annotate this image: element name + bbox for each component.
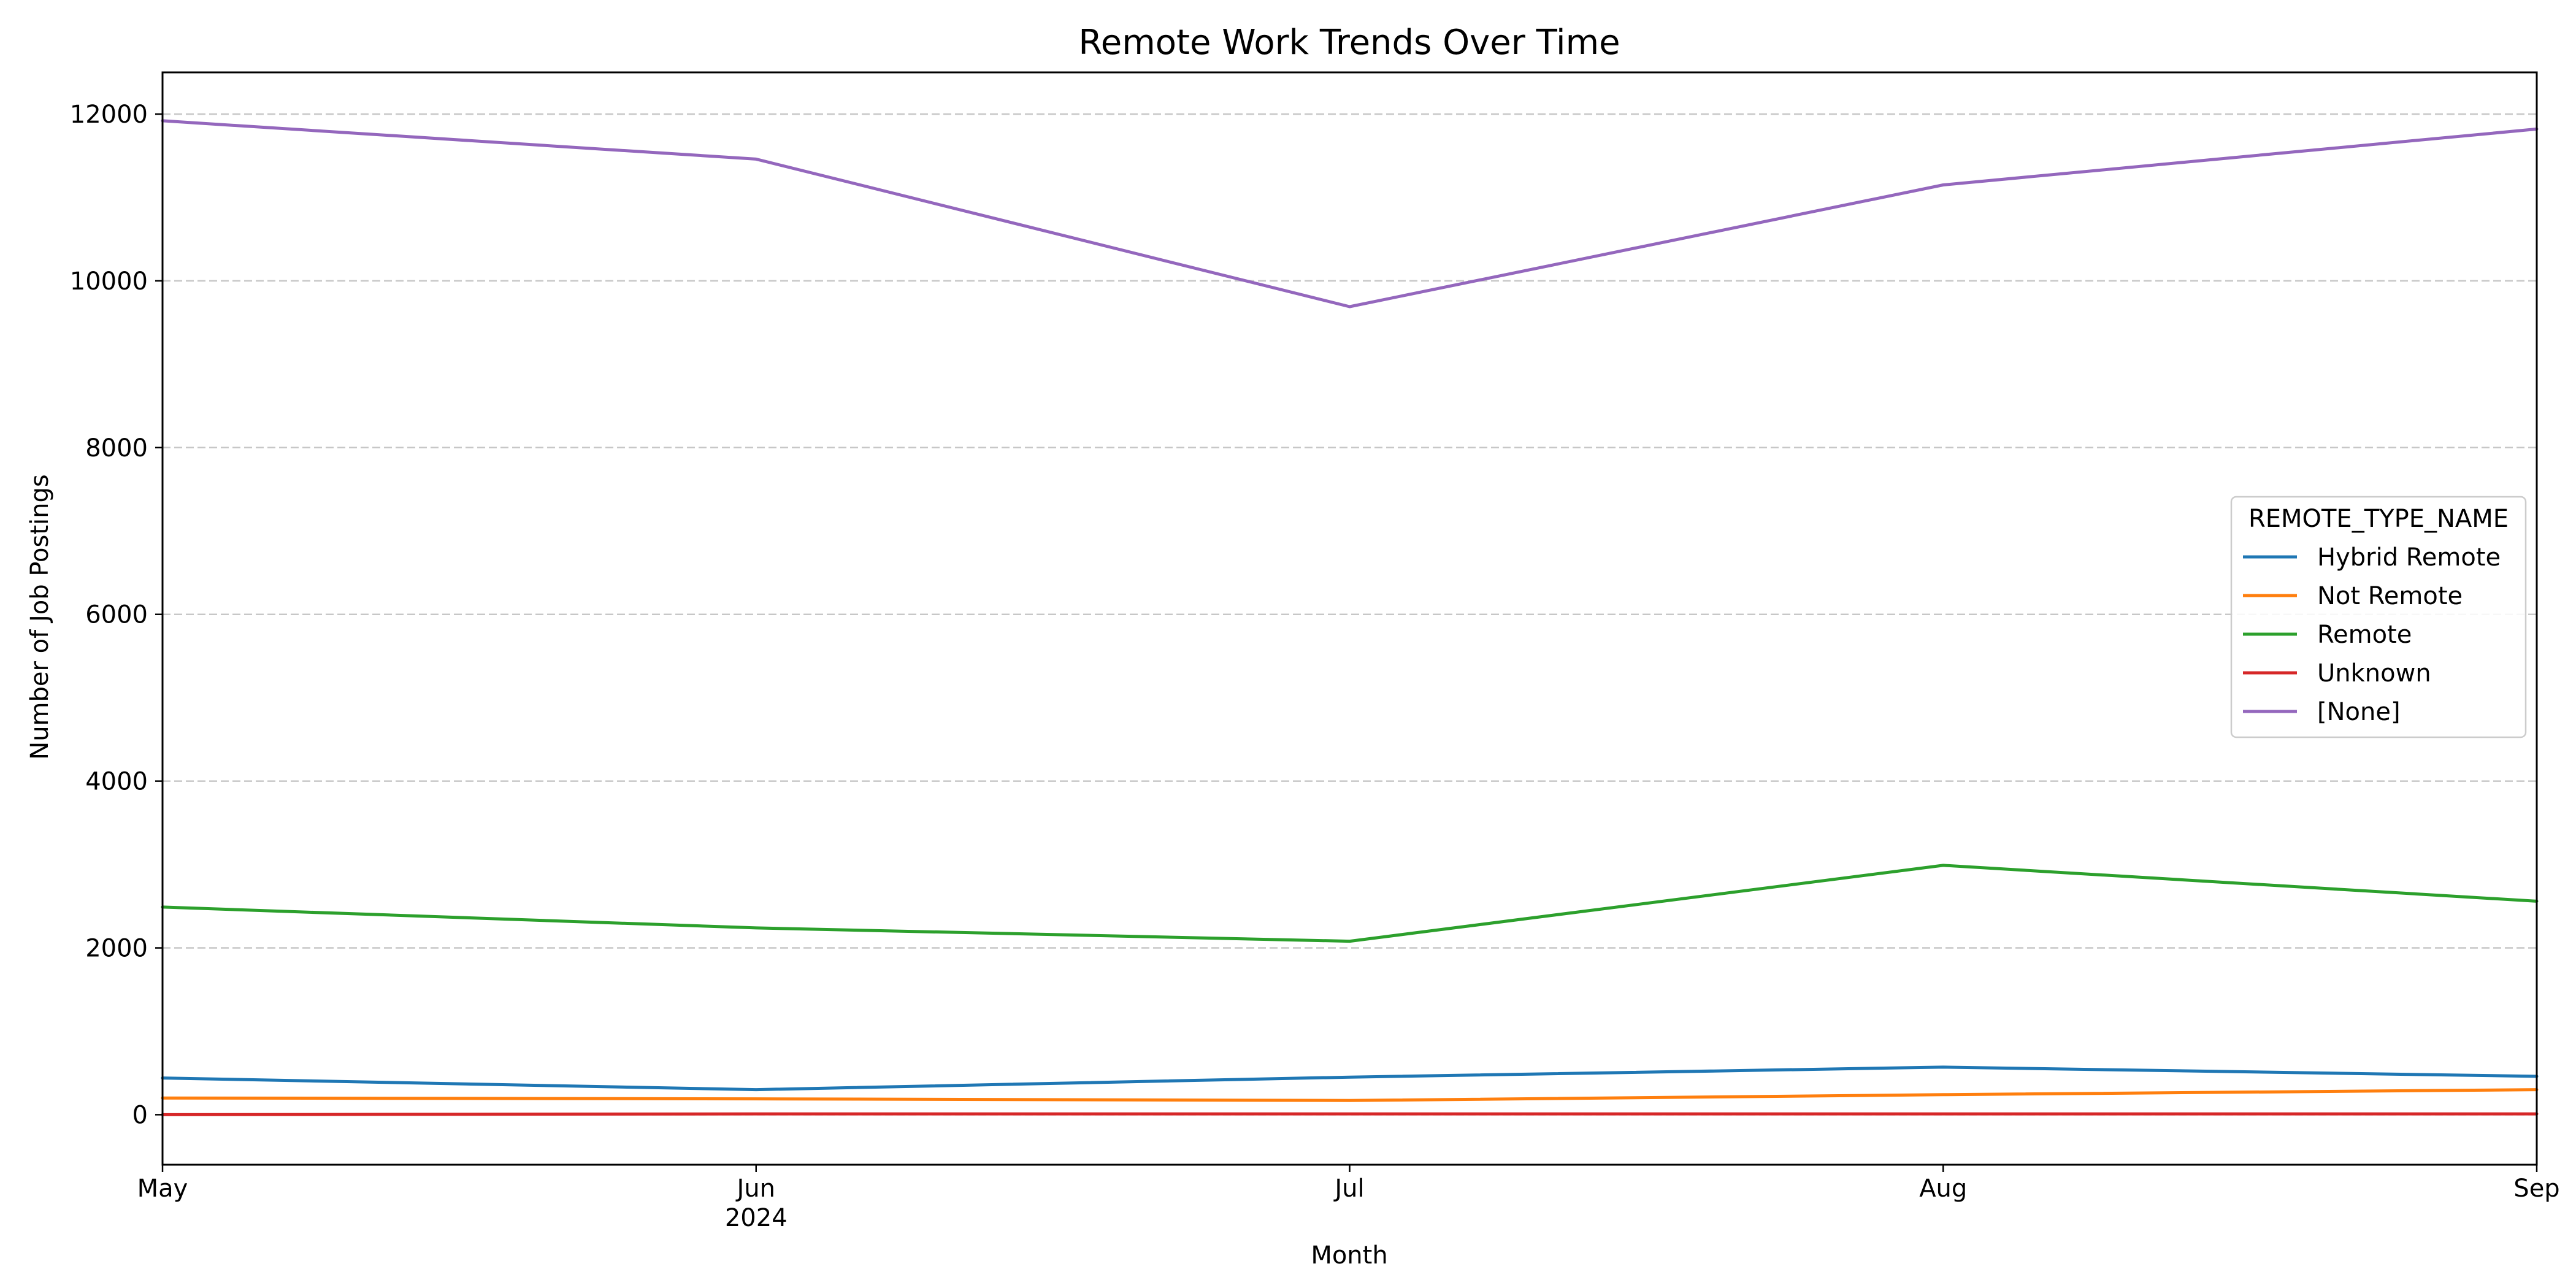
y-tick-label: 12000 xyxy=(70,101,148,129)
series-line xyxy=(161,1065,2539,1092)
x-tick-label: Jun xyxy=(735,1175,776,1203)
y-axis-ticks: 0 2000 4000 6000 8000 10000 12000 xyxy=(70,101,163,1129)
legend-label: Unknown xyxy=(2317,659,2431,688)
legend-label: Not Remote xyxy=(2317,582,2463,610)
y-tick-label: 6000 xyxy=(85,601,148,629)
y-tick-label: 2000 xyxy=(85,935,148,963)
legend-items: Hybrid Remote Not Remote Remote Unknown [Non… xyxy=(2243,543,2501,726)
chart-title: Remote Work Trends Over Time xyxy=(1078,23,1620,63)
x-tick-label: Jul xyxy=(1333,1175,1364,1203)
series-line xyxy=(161,119,2539,309)
x-tick-label: May xyxy=(137,1175,188,1203)
legend: REMOTE_TYPE_NAME Hybrid Remote Not Remote… xyxy=(2230,496,2527,738)
series-lines xyxy=(161,119,2539,1116)
x-tick-label: Sep xyxy=(2513,1175,2559,1203)
x-axis-label: Month xyxy=(1311,1241,1387,1270)
legend-box xyxy=(2230,496,2527,738)
x-tick-label: Aug xyxy=(1919,1175,1967,1203)
x-year-label: 2024 xyxy=(725,1204,788,1232)
y-tick-label: 8000 xyxy=(85,434,148,462)
y-tick-label: 10000 xyxy=(70,267,148,296)
y-axis-label: Number of Job Postings xyxy=(26,474,54,759)
legend-label: Remote xyxy=(2317,621,2412,649)
y-tick-label: 0 xyxy=(132,1101,148,1129)
legend-label: [None] xyxy=(2317,698,2401,726)
series-line xyxy=(161,1088,2539,1102)
legend-title: REMOTE_TYPE_NAME xyxy=(2248,505,2509,533)
legend-label: Hybrid Remote xyxy=(2317,543,2501,572)
series-line xyxy=(161,864,2539,943)
y-tick-label: 4000 xyxy=(85,768,148,796)
